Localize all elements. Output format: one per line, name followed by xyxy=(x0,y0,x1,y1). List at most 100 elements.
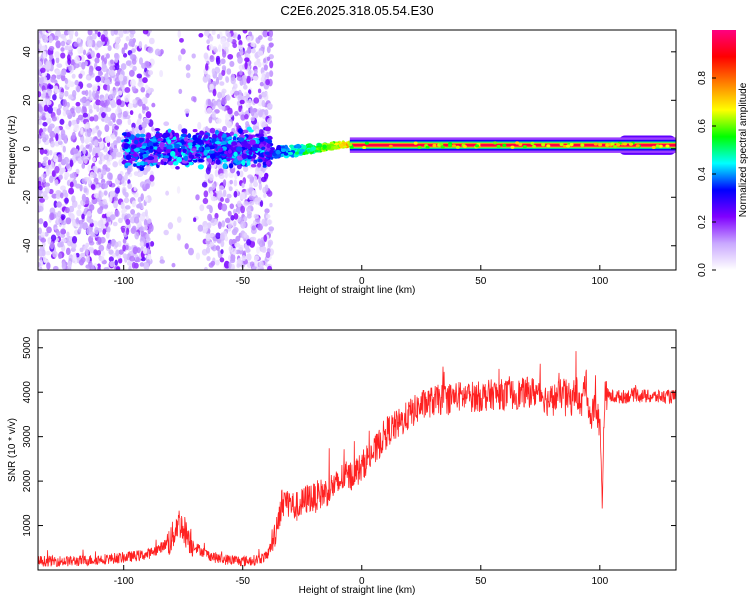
spectrogram-noise-cell xyxy=(99,106,104,113)
spectrogram-core-cell xyxy=(264,126,271,132)
spectrogram-noise-cell xyxy=(81,90,87,95)
spectrogram-frame xyxy=(37,29,677,271)
spectrogram-noise-cell xyxy=(91,127,98,134)
spectrogram-core-cell xyxy=(165,148,172,154)
spectrogram-noise-cell xyxy=(114,52,119,59)
spectrogram-core-cell xyxy=(139,133,146,138)
spectrogram-noise-cell xyxy=(184,243,189,250)
spectrogram-noise-cell xyxy=(138,57,143,65)
spectrogram-noise-cell xyxy=(65,217,72,225)
spectrogram-line-cell xyxy=(515,141,520,145)
spectrogram-noise-cell xyxy=(76,85,81,93)
spectrogram-transition-cell xyxy=(327,144,331,150)
spectrogram-noise-cell xyxy=(264,208,270,214)
spectrogram-line-cell xyxy=(439,142,444,146)
spectrogram-noise-cell xyxy=(258,171,264,178)
spectrogram-core-cell xyxy=(226,136,233,140)
spectrogram-noise-cell xyxy=(191,53,196,59)
spectrogram-noise-cell xyxy=(72,219,76,227)
spectrogram-noise-cell xyxy=(77,204,82,210)
spectrogram-line-cell xyxy=(532,144,537,149)
spectrogram-noise-cell xyxy=(56,108,62,116)
spectrogram-noise-cell xyxy=(226,32,232,38)
spectrogram-noise-cell xyxy=(253,61,259,66)
spectrogram-core-cell xyxy=(191,148,197,152)
spectrogram-noise-cell xyxy=(252,75,259,81)
spectrogram-noise-cell xyxy=(109,260,115,268)
spectrogram-noise-cell xyxy=(102,198,107,205)
spectrogram-line-cell xyxy=(522,145,527,149)
spectrogram-x-ticks: -100 -50 0 50 100 xyxy=(114,265,609,287)
spectrogram-noise-cell xyxy=(79,98,86,103)
spectrogram-noise-cell xyxy=(75,105,82,114)
x-tick-label: 100 xyxy=(591,576,608,587)
spectrogram-line-cell xyxy=(628,142,633,146)
spectrogram-noise-cell xyxy=(254,255,260,261)
spectrogram-noise-cell xyxy=(250,116,255,122)
spectrogram-core-cell xyxy=(133,147,140,152)
spectrogram-panel: -100 -50 0 50 100 -40 -20 0 20 40 Height of stra… xyxy=(7,29,677,296)
spectrogram-noise-cell xyxy=(45,168,50,177)
spectrogram-noise-cell xyxy=(221,65,227,71)
spectrogram-noise-cell xyxy=(208,173,214,182)
spectrogram-noise-cell xyxy=(44,186,50,194)
spectrogram-noise-cell xyxy=(66,231,70,238)
spectrogram-noise-cell xyxy=(261,99,266,108)
spectrogram-noise-cell xyxy=(38,248,44,257)
spectrogram-noise-cell xyxy=(233,83,238,90)
spectrogram-noise-cell xyxy=(67,39,72,45)
spectrogram-noise-cell xyxy=(42,173,47,178)
spectrogram-noise-cell xyxy=(93,114,99,122)
spectrogram-noise-cell xyxy=(230,214,235,221)
spectrogram-noise-cell xyxy=(180,48,186,55)
spectrogram-noise-cell xyxy=(205,63,209,71)
spectrogram-noise-cell xyxy=(228,261,232,269)
spectrogram-core-cell xyxy=(172,161,179,166)
spectrogram-core-cell xyxy=(183,155,189,162)
spectrogram-noise-cell xyxy=(68,65,73,72)
spectrogram-noise-cell xyxy=(85,135,92,143)
spectrogram-line-cell xyxy=(475,144,480,148)
spectrogram-noise-cell xyxy=(199,204,205,212)
spectrogram-line-cell xyxy=(455,145,460,149)
colorbar-tick-label: 0.4 xyxy=(697,167,708,181)
spectrogram-core-cell xyxy=(226,157,231,162)
spectrogram-core-cell xyxy=(147,156,155,161)
spectrogram-noise-cell xyxy=(58,103,62,109)
spectrogram-noise-cell xyxy=(55,133,59,142)
spectrogram-noise-cell xyxy=(203,52,209,60)
spectrogram-noise-cell xyxy=(38,227,42,235)
spectrogram-noise-cell xyxy=(105,161,111,166)
spectrogram-noise-cell xyxy=(98,255,105,262)
spectrogram-core-cell xyxy=(264,151,271,155)
spectrogram-line-cell xyxy=(580,143,585,147)
spectrogram-transition-cell xyxy=(311,146,317,151)
spectrogram-noise-cell xyxy=(124,205,131,210)
spectrogram-noise-cell xyxy=(249,261,255,268)
spectrogram-noise-cell xyxy=(115,72,120,78)
spectrogram-noise-cell xyxy=(197,121,202,130)
spectrogram-line-cell xyxy=(610,142,615,146)
spectrogram-noise-cell xyxy=(38,76,41,83)
spectrogram-noise-cell xyxy=(138,40,143,49)
spectrogram-noise-cell xyxy=(41,30,46,35)
spectrogram-core-cell xyxy=(166,144,173,150)
spectrogram-noise-cell xyxy=(47,106,53,114)
spectrogram-noise-cell xyxy=(58,135,62,142)
spectrogram-noise-cell xyxy=(236,200,242,208)
spectrogram-core-cell xyxy=(219,147,224,152)
spectrogram-noise-cell xyxy=(222,189,227,198)
spectrogram-noise-cell xyxy=(140,193,144,201)
spectrogram-noise-cell xyxy=(98,182,102,188)
spectrogram-noise-cell xyxy=(218,173,225,180)
spectrogram-noise-cell xyxy=(133,216,140,224)
spectrogram-noise-cell xyxy=(74,55,80,64)
spectrogram-noise-cell xyxy=(143,225,148,231)
spectrogram-noise-cell xyxy=(163,121,170,127)
spectrogram-noise-cell xyxy=(246,213,252,219)
spectrogram-line-cell xyxy=(559,142,564,147)
spectrogram-noise-cell xyxy=(110,214,116,220)
spectrogram-noise-cell xyxy=(122,30,128,34)
spectrogram-core-cell xyxy=(134,139,139,145)
spectrogram-line-cell xyxy=(432,143,437,148)
